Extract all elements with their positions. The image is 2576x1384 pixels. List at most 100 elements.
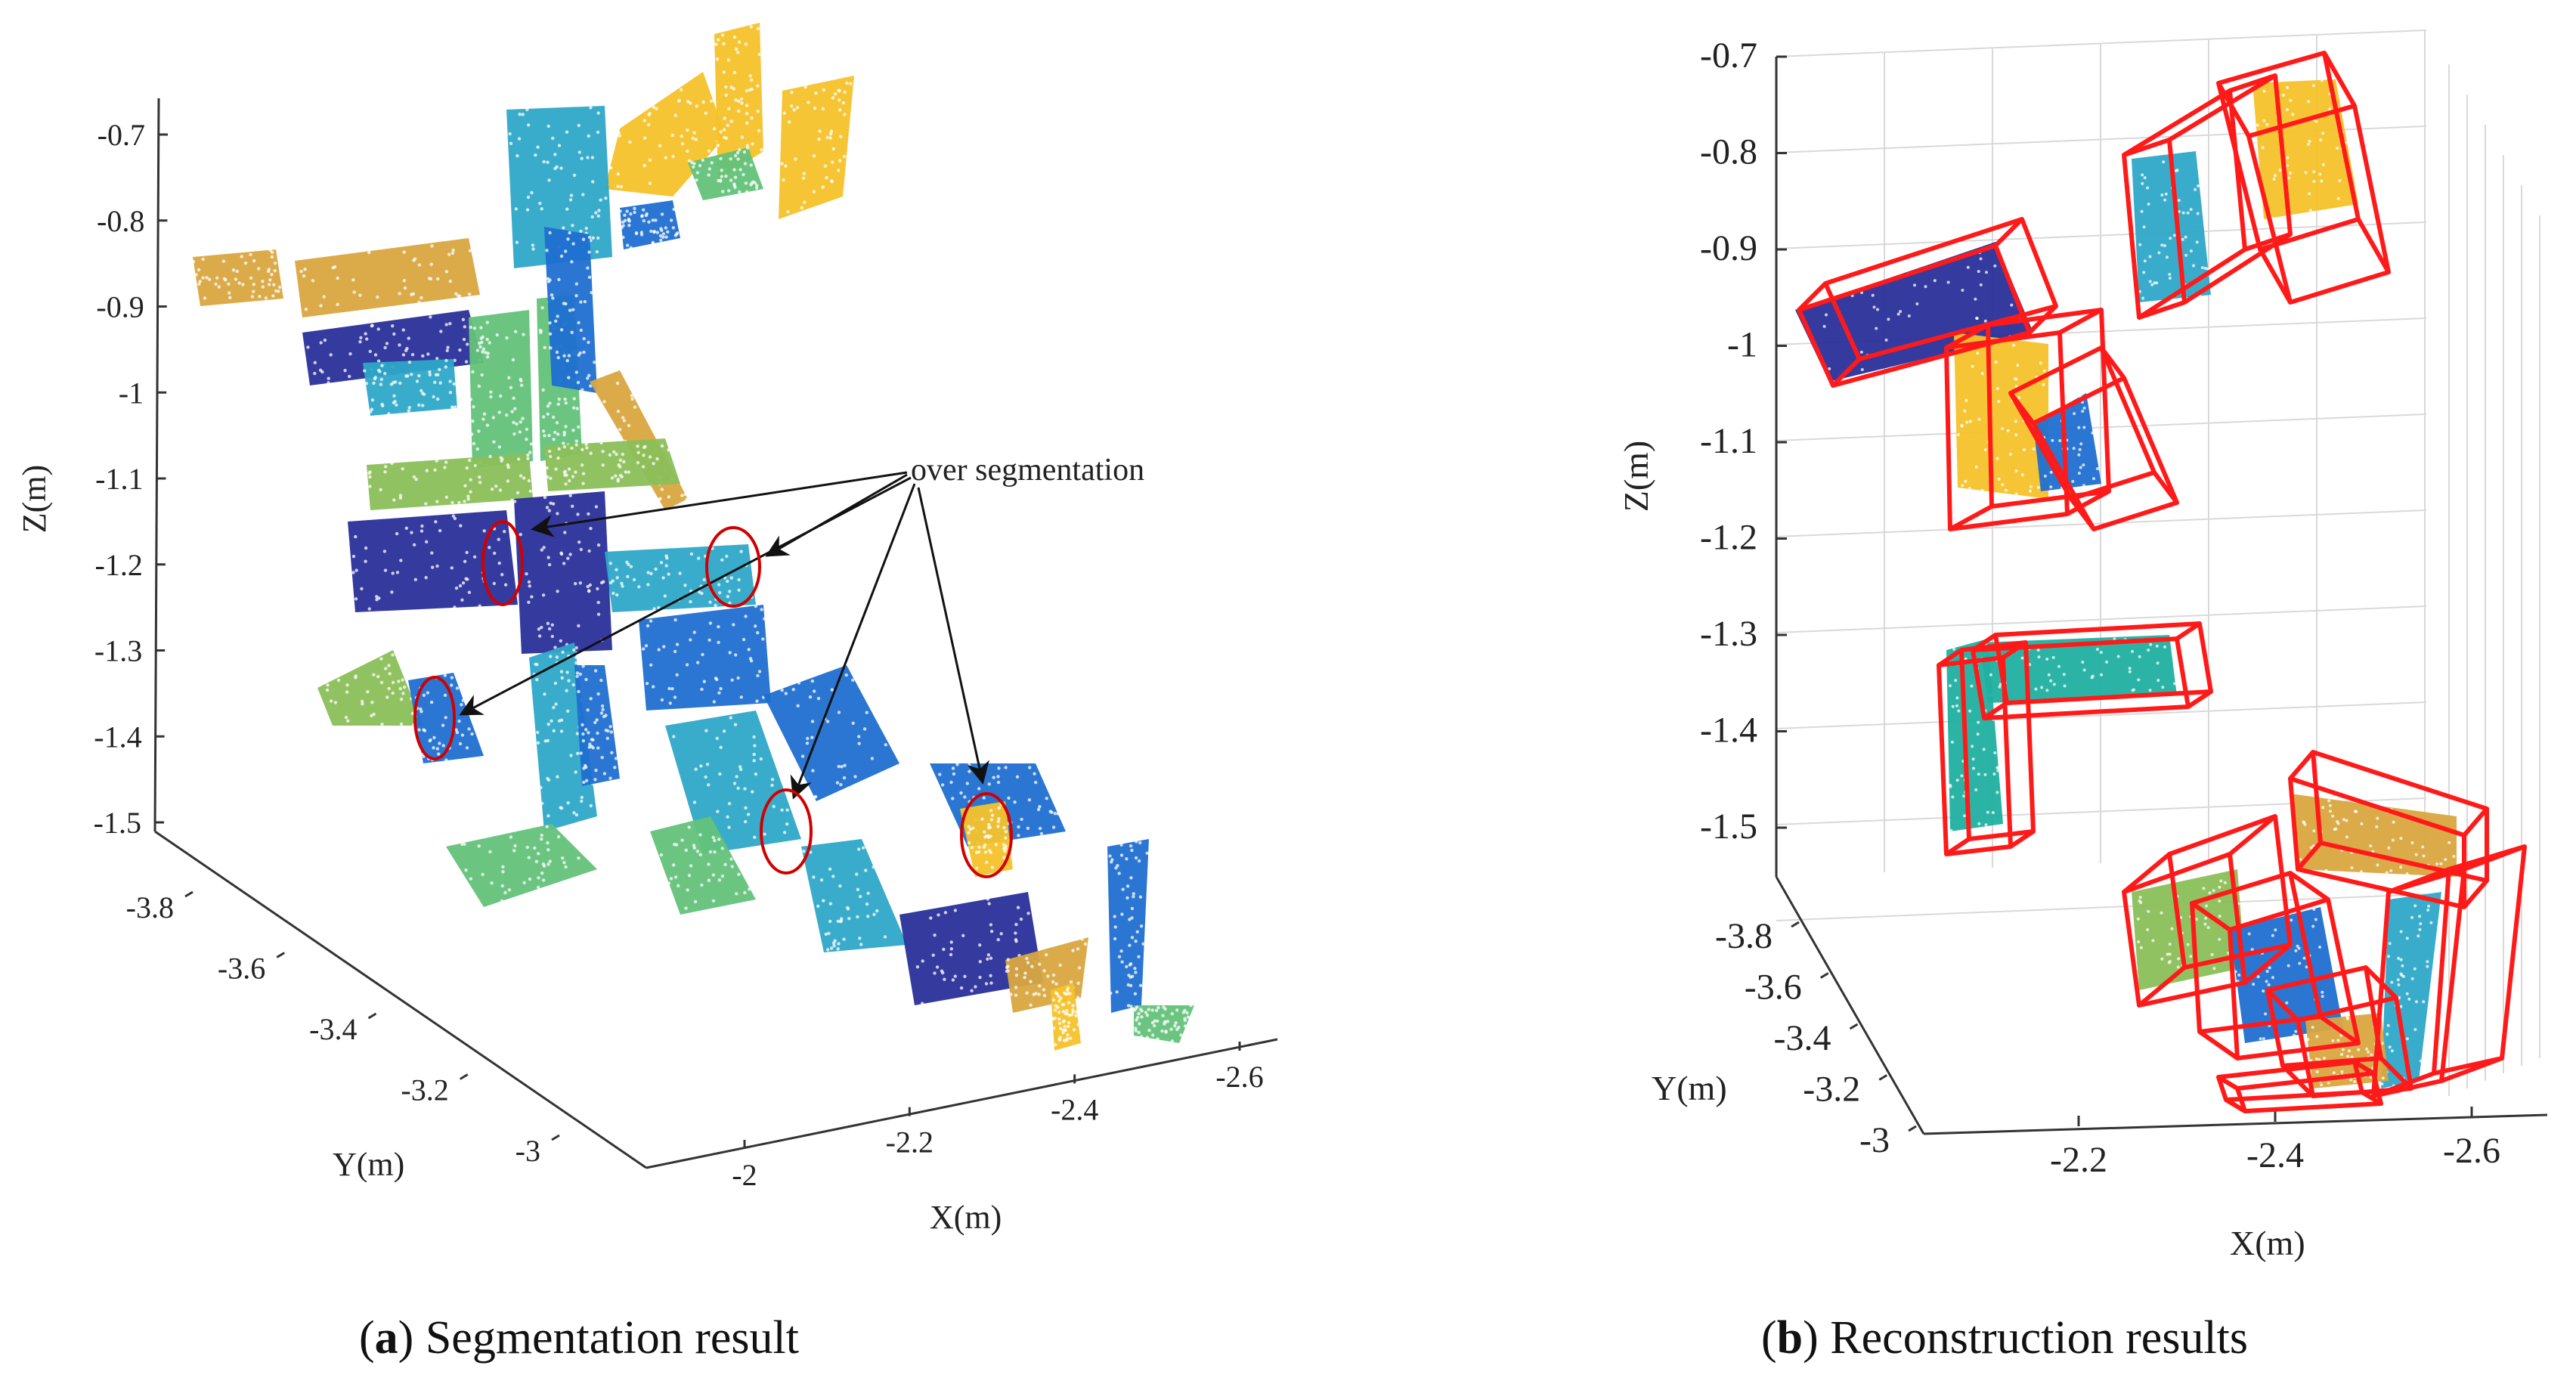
a-z-tick-label-2: -0.9 (96, 290, 144, 324)
segment-b-7 (2290, 794, 2457, 877)
over-segmentation-circles (413, 520, 1013, 878)
b-y-tick-label-3: -3.2 (1803, 1070, 1860, 1110)
panel-a-x-ticks: -2 -2.2 -2.4 -2.6 (732, 1042, 1264, 1192)
segment-a-2 (779, 76, 854, 219)
b-z-tick-label-5: -1.2 (1700, 518, 1757, 558)
box-12 (2265, 965, 2413, 1098)
segment-a-18 (605, 544, 756, 612)
b-y-tick-label-4: -3 (1859, 1120, 1890, 1160)
panel-a-y-ticks: -3.8 -3.6 -3.4 -3.2 -3 (126, 890, 560, 1168)
b-z-tick-label-0: -0.7 (1700, 36, 1757, 76)
box-3 (2008, 345, 2179, 531)
panel-a-y-label: Y(m) (333, 1146, 404, 1183)
panel-a: -0.7-0.8-0.9-1-1.1-1.2-1.3-1.4-1.5 -3.8-… (16, 23, 1278, 1236)
b-y-tick-2 (1849, 1023, 1859, 1030)
segment-b-10 (2380, 892, 2441, 1088)
panel-b-y-axis (1775, 876, 1925, 1135)
box-5 (2216, 51, 2391, 305)
a-x-tick-label-2: -2.4 (1051, 1092, 1098, 1126)
over-segmentation-label: over segmentation (911, 453, 1144, 488)
segment-a-25 (763, 665, 899, 801)
segment-a-23 (639, 604, 771, 711)
b-y-tick-0 (1791, 921, 1800, 928)
a-y-tick-1 (276, 952, 286, 958)
a-y-tick-label-4: -3 (516, 1134, 540, 1168)
segment-a-22 (574, 664, 620, 786)
over-segmentation-arrows (459, 471, 989, 800)
segment-b-2 (2132, 151, 2211, 302)
b-y-tick-label-0: -3.8 (1715, 916, 1773, 956)
b-x-tick-label-2: -2.6 (2443, 1131, 2500, 1171)
b-x-tick-label-1: -2.4 (2246, 1135, 2304, 1175)
segment-a-35 (1132, 1003, 1194, 1043)
box-6 (1937, 640, 2036, 856)
arrow-3 (459, 476, 912, 716)
panel-a-z-label: Z(m) (16, 465, 53, 533)
panel-b: -0.7 -0.8 -0.9 -1 -1.1 -1.2 -1.3 -1.4 -1.5 -3.8 -… (1617, 29, 2548, 1262)
b-y-tick-4 (1908, 1125, 1917, 1132)
segment-a-9 (363, 358, 457, 416)
circle-1 (481, 520, 524, 606)
b-z-tick-label-6: -1.3 (1700, 614, 1757, 654)
b-z-tick-label-2: -0.9 (1700, 228, 1757, 268)
segment-a-28 (801, 839, 907, 952)
b-x-tick-label-0: -2.2 (2050, 1140, 2107, 1180)
circle-2 (705, 526, 761, 608)
box-7 (1971, 621, 2213, 720)
segment-a-26 (446, 824, 597, 907)
box-11 (2371, 844, 2527, 1098)
a-z-tick-label-1: -0.8 (97, 204, 144, 238)
segment-b-1 (1954, 333, 2050, 499)
a-y-tick-4 (551, 1134, 560, 1141)
b-z-tick-label-8: -1.5 (1700, 807, 1757, 847)
panel-b-axes (1775, 57, 2548, 1135)
box-9 (2122, 814, 2293, 1008)
a-x-tick-label-3: -2.6 (1215, 1060, 1263, 1094)
panel-b-x-ticks: -2.2 -2.4 -2.6 (2050, 1107, 2500, 1180)
panel-b-y-label: Y(m) (1652, 1069, 1727, 1107)
segment-b-9 (2230, 907, 2343, 1043)
panel-a-y-axis (154, 830, 647, 1169)
segment-a-33 (1107, 839, 1149, 1013)
a-y-tick-label-0: -3.8 (126, 890, 174, 924)
panel-b-z-label: Z(m) (1617, 441, 1655, 512)
box-4 (2122, 73, 2293, 320)
a-z-tick-label-4: -1.1 (95, 462, 143, 496)
b-z-tick-label-4: -1.1 (1700, 421, 1757, 461)
box-2 (1944, 308, 2111, 531)
segment-a-12 (544, 227, 597, 393)
a-z-tick-label-6: -1.3 (94, 634, 142, 668)
b-z-tick-label-3: -1 (1727, 325, 1757, 365)
panel-a-point-cloud (191, 23, 1194, 1051)
circle-5 (960, 792, 1013, 878)
caption-b: (b) Reconstruction results (1761, 1312, 2249, 1364)
a-y-tick-2 (367, 1012, 377, 1020)
b-y-tick-3 (1878, 1074, 1888, 1081)
a-z-tick-label-3: -1 (119, 376, 144, 410)
a-x-tick-label-1: -2.2 (886, 1125, 933, 1160)
segment-a-19 (317, 650, 423, 727)
grid-h-9 (1776, 893, 2427, 921)
panel-a-x-axis (646, 1038, 1278, 1169)
b-y-tick-1 (1819, 972, 1829, 979)
arrow-1 (531, 471, 908, 537)
panel-b-point-cloud (1795, 79, 2457, 1088)
panel-b-x-label: X(m) (2230, 1224, 2305, 1262)
a-y-tick-3 (459, 1073, 469, 1080)
circle-4 (760, 788, 813, 875)
b-z-tick-label-1: -0.8 (1700, 132, 1757, 172)
a-y-tick-label-2: -3.4 (309, 1012, 357, 1046)
a-x-tick-label-0: -2 (732, 1158, 757, 1192)
panel-a-z-axis (153, 98, 160, 832)
b-z-tick-label-7: -1.4 (1700, 711, 1757, 751)
a-y-tick-0 (184, 890, 194, 898)
a-y-tick-label-1: -3.6 (218, 952, 265, 986)
segment-a-27 (650, 816, 756, 915)
segment-a-10 (469, 310, 534, 469)
segment-a-5 (618, 200, 680, 250)
a-z-tick-label-5: -1.2 (95, 548, 143, 582)
a-z-tick-label-8: -1.5 (94, 806, 141, 840)
panel-b-z-ticks: -0.7 -0.8 -0.9 -1 -1.1 -1.2 -1.3 -1.4 -1.5 (1700, 36, 1787, 847)
segment-a-4 (688, 146, 763, 200)
